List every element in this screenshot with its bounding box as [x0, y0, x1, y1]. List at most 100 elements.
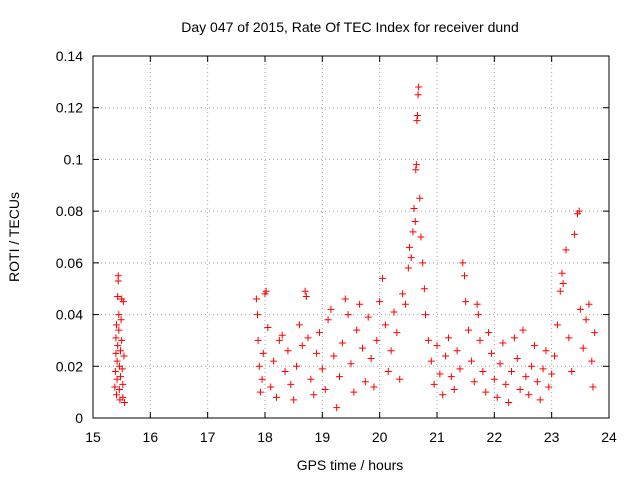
data-point	[559, 280, 567, 288]
data-point	[111, 367, 119, 375]
x-tick-labels: 15 16 17 18 19 20 21 22 23 24	[85, 429, 617, 445]
data-point	[401, 300, 409, 308]
data-point	[259, 349, 267, 357]
data-point	[330, 352, 338, 360]
data-point	[298, 342, 306, 350]
data-point	[272, 393, 280, 401]
data-point	[528, 362, 536, 370]
data-point	[539, 365, 547, 373]
data-point	[119, 380, 127, 388]
data-point	[112, 334, 120, 342]
data-point	[275, 336, 283, 344]
y-tick-label: 0.08	[56, 203, 83, 219]
data-point	[113, 391, 121, 399]
x-tick-label: 23	[544, 429, 560, 445]
data-point	[115, 326, 123, 334]
data-point	[341, 295, 349, 303]
data-point	[508, 367, 516, 375]
data-point	[381, 321, 389, 329]
data-point	[393, 329, 401, 337]
data-point	[562, 246, 570, 254]
data-point	[519, 326, 527, 334]
data-point	[467, 357, 475, 365]
data-point	[473, 300, 481, 308]
data-point	[258, 375, 266, 383]
data-point	[585, 300, 593, 308]
y-tick-label: 0.12	[56, 100, 83, 116]
data-point	[254, 311, 262, 319]
x-tick-label: 22	[487, 429, 503, 445]
data-point	[318, 365, 326, 373]
data-point	[315, 329, 323, 337]
data-point	[545, 383, 553, 391]
data-point	[118, 336, 126, 344]
data-point	[533, 378, 541, 386]
data-point	[536, 396, 544, 404]
data-point	[114, 342, 122, 350]
data-point	[278, 331, 286, 339]
data-point	[589, 383, 597, 391]
data-point	[482, 388, 490, 396]
axis-ticks	[92, 55, 610, 419]
data-point	[420, 285, 428, 293]
data-point	[307, 375, 315, 383]
data-point	[321, 386, 329, 394]
data-point	[310, 391, 318, 399]
data-point	[414, 91, 422, 99]
data-point	[474, 311, 482, 319]
data-point	[396, 375, 404, 383]
data-point	[255, 362, 263, 370]
data-point	[336, 373, 344, 381]
data-point	[407, 254, 415, 262]
x-axis-label: GPS time / hours	[297, 457, 404, 473]
data-point	[416, 194, 424, 202]
data-point	[461, 272, 469, 280]
data-point	[505, 398, 513, 406]
data-point	[121, 398, 129, 406]
x-tick-label: 16	[143, 429, 159, 445]
x-tick-label: 19	[315, 429, 331, 445]
data-point	[579, 344, 587, 352]
data-point	[530, 342, 538, 350]
data-point	[522, 373, 530, 381]
data-point	[485, 329, 493, 337]
data-point	[582, 316, 590, 324]
data-point	[376, 298, 384, 306]
data-point	[470, 378, 478, 386]
data-point	[324, 316, 332, 324]
y-axis-label: ROTI / TECUs	[6, 192, 22, 282]
data-point	[516, 386, 524, 394]
data-point	[118, 365, 126, 373]
data-point	[409, 228, 417, 236]
data-point	[112, 349, 120, 357]
data-point	[117, 373, 125, 381]
x-tick-label: 21	[429, 429, 445, 445]
data-point	[499, 339, 507, 347]
data-point	[450, 386, 458, 394]
data-point	[293, 362, 301, 370]
data-point	[347, 360, 355, 368]
data-point	[119, 393, 127, 401]
data-point	[301, 287, 309, 295]
data-point	[424, 336, 432, 344]
data-point	[427, 357, 435, 365]
data-point	[117, 347, 125, 355]
data-point	[525, 391, 533, 399]
data-point	[252, 295, 260, 303]
data-point	[413, 117, 421, 125]
data-point	[295, 321, 303, 329]
data-point	[411, 217, 419, 225]
data-point	[490, 375, 498, 383]
data-point	[510, 334, 518, 342]
data-point	[344, 311, 352, 319]
data-point	[356, 300, 364, 308]
data-point	[267, 383, 275, 391]
data-point	[399, 290, 407, 298]
x-tick-label: 24	[601, 429, 617, 445]
data-point	[414, 111, 422, 119]
data-point	[576, 305, 584, 313]
data-point	[114, 292, 122, 300]
data-point	[459, 259, 467, 267]
data-point	[575, 207, 583, 215]
